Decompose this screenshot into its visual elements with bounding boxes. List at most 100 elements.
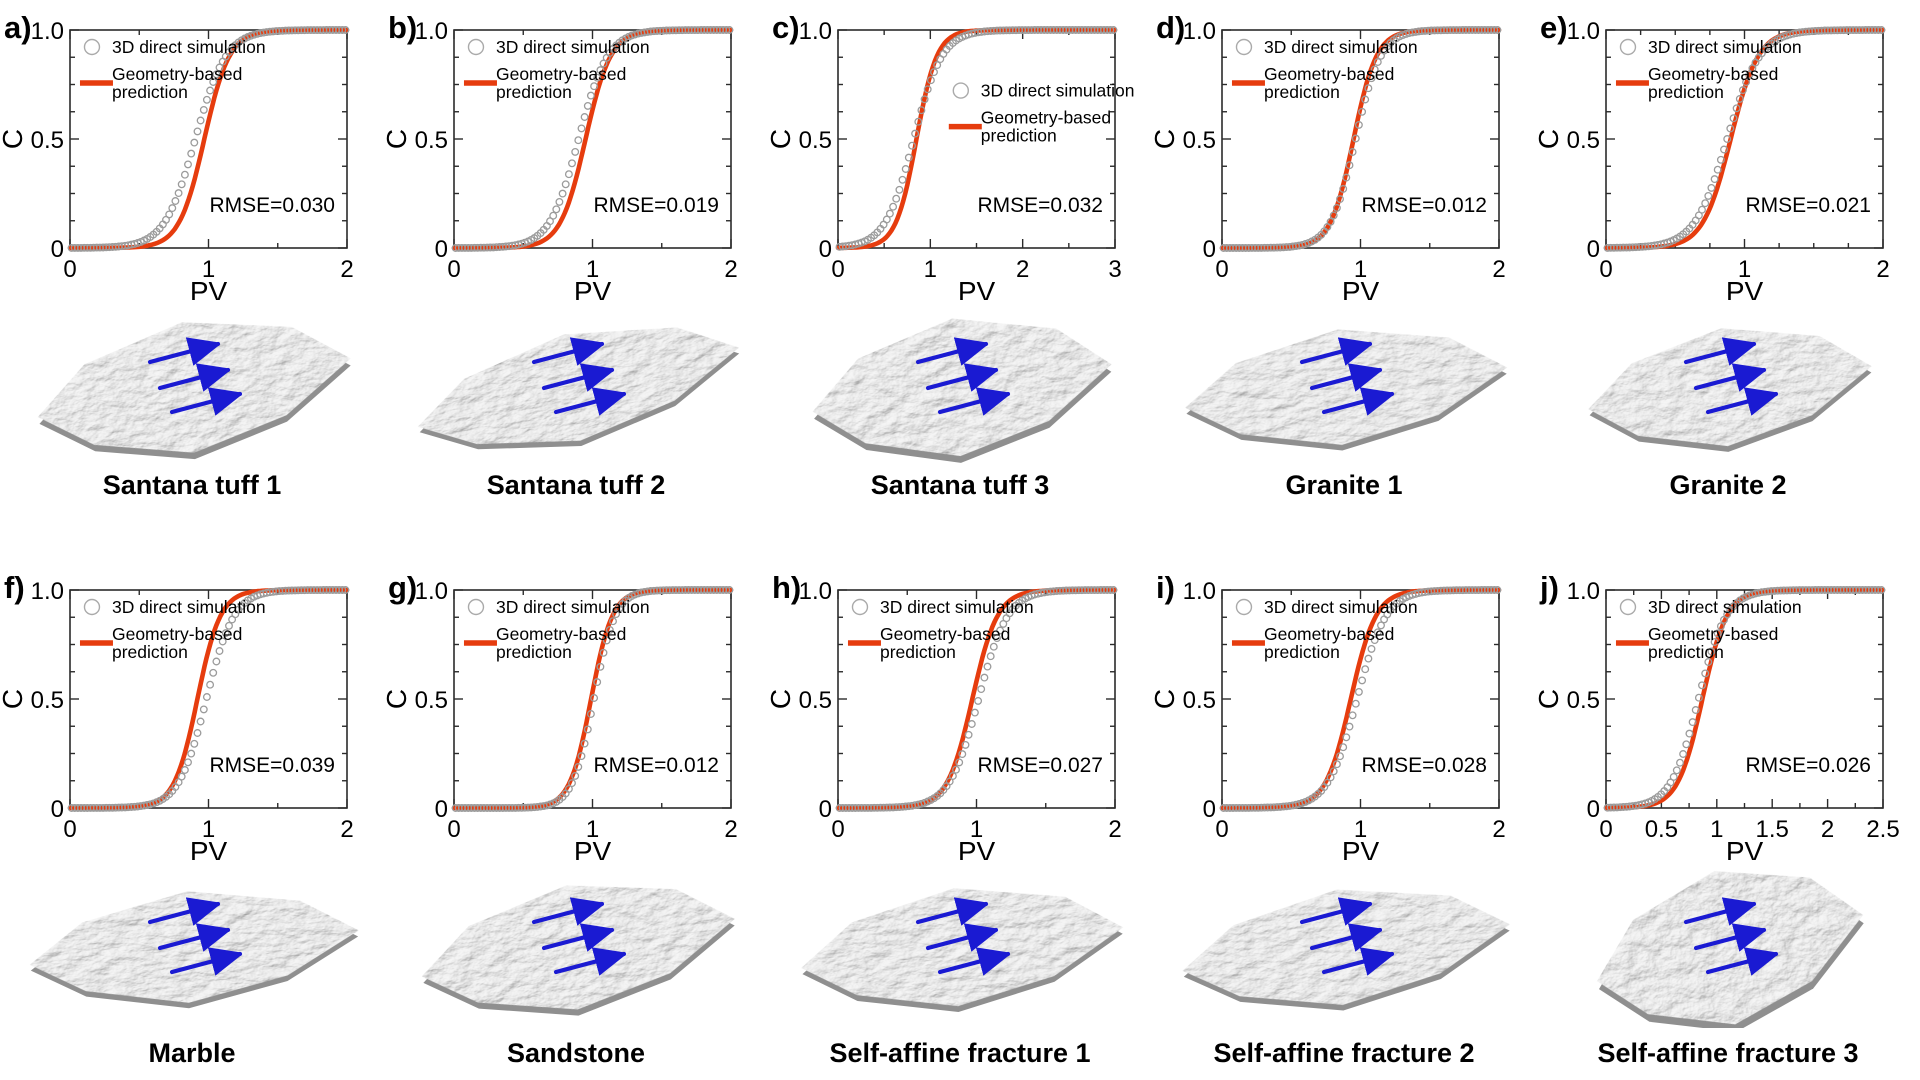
x-tick-label: 0 xyxy=(1215,256,1228,283)
y-tick-label: 0.5 xyxy=(799,687,832,714)
legend-sim-label: 3D direct simulation xyxy=(981,81,1135,101)
y-tick-label: 1.0 xyxy=(31,18,64,45)
breakthrough-chart: i) 0 0.5 1.0 0 1 2 PV C 3D direct simulation Geome… xyxy=(1152,570,1506,860)
x-tick-label: 1 xyxy=(1354,816,1367,843)
panel-letter: h) xyxy=(772,570,801,605)
y-axis-label: C xyxy=(0,689,28,709)
x-tick-label: 2 xyxy=(1876,256,1889,283)
x-tick-label: 2 xyxy=(340,256,353,283)
panel-letter: b) xyxy=(388,10,417,45)
legend-pred-label-line1: Geometry-based xyxy=(496,64,626,84)
fracture-slab xyxy=(801,888,1124,1012)
y-axis-label: C xyxy=(384,689,412,709)
y-tick-label: 0 xyxy=(435,236,448,263)
x-tick-label: 2 xyxy=(1492,816,1505,843)
legend: 3D direct simulation Geometry-basedpredic… xyxy=(847,597,1034,662)
y-tick-label: 0 xyxy=(435,796,448,823)
panel-letter: d) xyxy=(1156,10,1185,45)
legend-sim-marker xyxy=(952,82,970,99)
slab-top xyxy=(1182,889,1511,1005)
x-axis-label: PV xyxy=(1342,836,1380,860)
flow-direction-arrows xyxy=(915,904,1008,972)
x-tick-label: 0 xyxy=(447,256,460,283)
x-tick-label: 1 xyxy=(1738,256,1751,283)
legend: 3D direct simulation Geometry-basedpredic… xyxy=(79,597,266,662)
y-tick-label: 1.0 xyxy=(415,578,448,605)
legend-pred-label-line1: Geometry-based xyxy=(981,108,1111,128)
y-axis-label: C xyxy=(768,689,796,709)
y-tick-label: 0 xyxy=(1587,236,1600,263)
flow-direction-arrows xyxy=(531,344,624,412)
legend-sim-marker xyxy=(467,598,485,616)
legend: 3D direct simulation Geometry-basedpredic… xyxy=(1615,597,1802,662)
breakthrough-chart: h) 0 0.5 1.0 0 1 2 PV C 3D direct simulation Geome… xyxy=(768,570,1122,860)
fracture-slab xyxy=(1182,889,1511,1011)
y-axis-label: C xyxy=(1152,689,1180,709)
legend-sim-marker xyxy=(467,38,485,56)
flow-direction-arrows xyxy=(915,344,1008,412)
figure-panel-h: h) 0 0.5 1.0 0 1 2 PV C 3D direct simulation Geome… xyxy=(768,540,1152,1080)
y-tick-label: 0.5 xyxy=(799,127,832,154)
slab-top xyxy=(801,888,1124,1007)
y-axis-label: C xyxy=(1536,129,1564,149)
rmse-label: RMSE=0.012 xyxy=(594,754,720,777)
figure-panel-e: e) 0 0.5 1.0 0 1 2 PV C 3D direct simulation Geome… xyxy=(1536,0,1920,540)
y-tick-label: 0 xyxy=(819,796,832,823)
flow-direction-arrows xyxy=(147,344,240,412)
x-tick-label: 1 xyxy=(1710,816,1723,843)
breakthrough-chart: b) 0 0.5 1.0 0 1 2 PV C 3D direct simulation Geome… xyxy=(384,10,738,300)
x-tick-label: 1 xyxy=(970,816,983,843)
panel-caption: Granite 1 xyxy=(1285,470,1403,500)
legend-pred-label-line2: prediction xyxy=(1264,82,1340,102)
y-tick-label: 1.0 xyxy=(415,18,448,45)
axis-tick-labels: 0 0.5 1.0 0 1 2 3 xyxy=(799,18,1122,283)
breakthrough-chart: g) 0 0.5 1.0 0 1 2 PV C 3D direct simulation Geome… xyxy=(384,570,738,860)
x-tick-label: 1 xyxy=(924,256,937,283)
slab-top xyxy=(37,322,351,453)
rmse-label: RMSE=0.039 xyxy=(210,754,336,777)
axis-tick-labels: 0 0.5 1.0 0 1 2 xyxy=(415,578,738,843)
x-axis-label: PV xyxy=(1726,276,1764,300)
legend-sim-label: 3D direct simulation xyxy=(112,597,266,617)
y-tick-label: 0.5 xyxy=(31,127,64,154)
y-tick-label: 0 xyxy=(51,796,64,823)
legend: 3D direct simulation Geometry-basedpredic… xyxy=(463,597,650,662)
x-tick-label: 2 xyxy=(1821,816,1834,843)
x-tick-label: 2.5 xyxy=(1866,816,1899,843)
legend-sim-marker xyxy=(1619,598,1637,616)
breakthrough-chart: e) 0 0.5 1.0 0 1 2 PV C 3D direct simulation Geome… xyxy=(1536,10,1890,300)
legend-pred-label-line2: prediction xyxy=(496,82,572,102)
x-tick-label: 0 xyxy=(1215,816,1228,843)
panel-letter: i) xyxy=(1156,570,1175,605)
legend-pred-label-line2: prediction xyxy=(112,642,188,662)
fracture-surface-render xyxy=(37,322,351,460)
x-tick-label: 2 xyxy=(724,256,737,283)
legend: 3D direct simulation Geometry-basedpredic… xyxy=(1231,37,1418,102)
y-tick-label: 0.5 xyxy=(1183,127,1216,154)
fracture-slab xyxy=(421,885,735,1016)
x-tick-label: 1 xyxy=(586,256,599,283)
y-tick-label: 1.0 xyxy=(1567,18,1600,45)
figure-panel-f: f) 0 0.5 1.0 0 1 2 PV C 3D direct simulation Geome… xyxy=(0,540,384,1080)
x-tick-label: 2 xyxy=(724,816,737,843)
panel-caption: Self-affine fracture 1 xyxy=(829,1038,1091,1068)
fracture-slab xyxy=(417,327,740,450)
x-axis-label: PV xyxy=(190,836,228,860)
flow-direction-arrows xyxy=(1299,904,1392,972)
x-tick-label: 1 xyxy=(1354,256,1367,283)
legend-pred-label-line2: prediction xyxy=(496,642,572,662)
fracture-slab xyxy=(29,891,359,1009)
legend-pred-label-line1: Geometry-based xyxy=(1264,64,1394,84)
rmse-label: RMSE=0.012 xyxy=(1362,194,1488,217)
axis-tick-labels: 0 0.5 1.0 0 1 2 xyxy=(415,18,738,283)
simulation-points xyxy=(1603,586,1886,812)
y-tick-label: 0.5 xyxy=(1567,687,1600,714)
legend-pred-label-line1: Geometry-based xyxy=(496,624,626,644)
panel-letter: e) xyxy=(1540,10,1568,45)
legend-sim-marker xyxy=(1235,598,1253,616)
legend-sim-label: 3D direct simulation xyxy=(1648,597,1802,617)
rmse-label: RMSE=0.032 xyxy=(978,194,1104,217)
panel-caption: Santana tuff 3 xyxy=(870,470,1050,500)
simulation-points xyxy=(451,586,734,812)
